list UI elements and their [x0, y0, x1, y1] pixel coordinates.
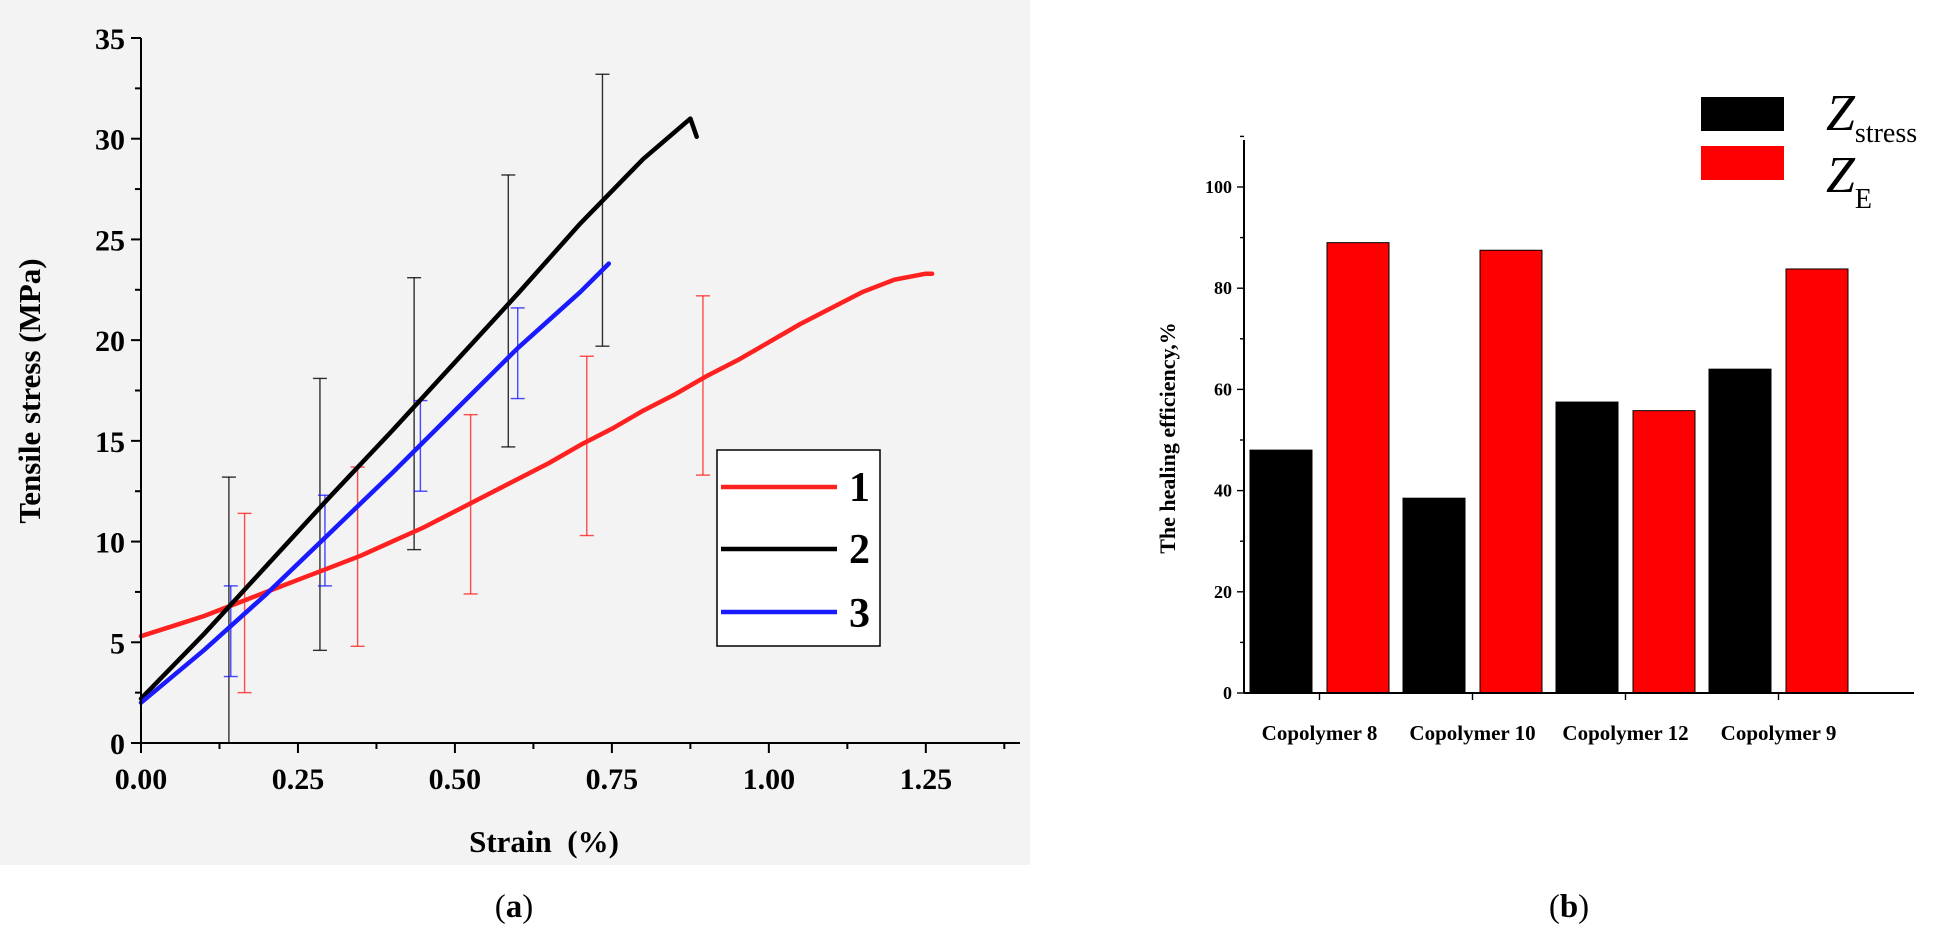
panel-a-caption: (a) — [495, 889, 534, 925]
a-x-tick-label: 0.00 — [115, 763, 168, 796]
chart-a-legend: 1 2 3 — [716, 449, 881, 647]
a-y-tick-label: 15 — [95, 426, 125, 459]
a-x-tick-label: 1.25 — [900, 763, 953, 796]
a-y-tick-label: 35 — [95, 23, 125, 56]
a-y-tick-label: 5 — [110, 627, 125, 660]
a-x-tick-label: 1.00 — [743, 763, 796, 796]
a-y-tick-label: 20 — [95, 325, 125, 358]
b-bar-z-e — [1632, 410, 1696, 694]
a-error-bar-series-2 — [312, 377, 327, 652]
b-bar-z-stress — [1555, 401, 1619, 694]
a-series-line-3 — [138, 261, 612, 705]
b-y-tick-label: 0 — [1223, 683, 1232, 703]
chart-b-category-labels: Copolymer 8 Copolymer 10 Copolymer 12 Copol… — [1262, 693, 1837, 745]
a-x-tick-label: 0.50 — [429, 763, 482, 796]
panel-b-caption: (b) — [1549, 889, 1589, 925]
a-x-tick-label: 0.25 — [272, 763, 325, 796]
chart-a-x-axis-label: Strain (%) — [469, 824, 619, 859]
legend-label-1: 1 — [849, 465, 870, 511]
legend-label-2: 2 — [849, 527, 870, 573]
legend-label-3: 3 — [849, 591, 870, 637]
chart-a-x-ticks: 0.00 0.25 0.50 0.75 1.00 1.25 — [115, 743, 1006, 796]
a-error-bar-series-1 — [237, 512, 252, 694]
a-error-bar-series-2 — [595, 73, 610, 347]
chart-b-bars — [1249, 242, 1849, 694]
b-category-label: Copolymer 9 — [1721, 721, 1837, 745]
a-y-tick-label: 25 — [95, 224, 125, 257]
chart-b-y-axis-label: The healing efficiency,% — [1155, 322, 1180, 554]
b-category-label: Copolymer 8 — [1262, 721, 1378, 745]
b-category-label: Copolymer 12 — [1562, 721, 1688, 745]
a-error-bar-series-2 — [501, 174, 516, 448]
chart-a-y-ticks: 0 5 10 15 20 25 30 35 — [95, 23, 141, 761]
chart-a-lines — [138, 116, 935, 705]
a-x-tick-label: 0.75 — [586, 763, 639, 796]
b-bar-z-stress — [1708, 368, 1772, 694]
chart-b-y-ticks: 0 20 40 60 80 100 — [1205, 135, 1244, 703]
a-error-bar-series-1 — [579, 355, 594, 537]
a-error-bar-series-3 — [223, 585, 238, 678]
b-bar-z-e — [1785, 268, 1849, 694]
b-bar-z-stress — [1402, 497, 1466, 694]
b-bar-z-stress — [1249, 449, 1313, 694]
b-y-tick-label: 40 — [1214, 481, 1232, 501]
a-error-bar-series-1 — [695, 295, 710, 476]
a-y-tick-label: 10 — [95, 527, 125, 560]
b-bar-z-e — [1479, 249, 1543, 694]
a-y-tick-label: 30 — [95, 124, 125, 157]
b-y-tick-label: 80 — [1214, 278, 1232, 298]
a-series-line-2 — [138, 116, 699, 701]
a-series-line-1 — [138, 271, 935, 639]
a-error-bar-series-2 — [407, 277, 422, 551]
a-y-tick-label: 0 — [110, 728, 125, 761]
chart-a-y-axis-label: Tensile stress (MPa) — [12, 258, 47, 523]
legend-label-z-stress: Zstress — [1826, 85, 1917, 149]
b-y-tick-label: 100 — [1205, 177, 1232, 197]
chart-b-legend: Zstress ZE — [1701, 85, 1917, 215]
legend-swatch-z-e — [1701, 146, 1784, 180]
chart-a-error-bars — [221, 73, 710, 744]
b-category-label: Copolymer 10 — [1409, 721, 1535, 745]
a-error-bar-series-3 — [510, 307, 525, 400]
b-bar-z-e — [1326, 242, 1390, 694]
chart-b-axes — [1243, 140, 1914, 694]
b-y-tick-label: 20 — [1214, 582, 1232, 602]
legend-label-z-e: ZE — [1826, 147, 1872, 215]
legend-swatch-z-stress — [1701, 97, 1784, 131]
b-y-tick-label: 60 — [1214, 379, 1232, 399]
chart-a-background — [0, 0, 1030, 865]
